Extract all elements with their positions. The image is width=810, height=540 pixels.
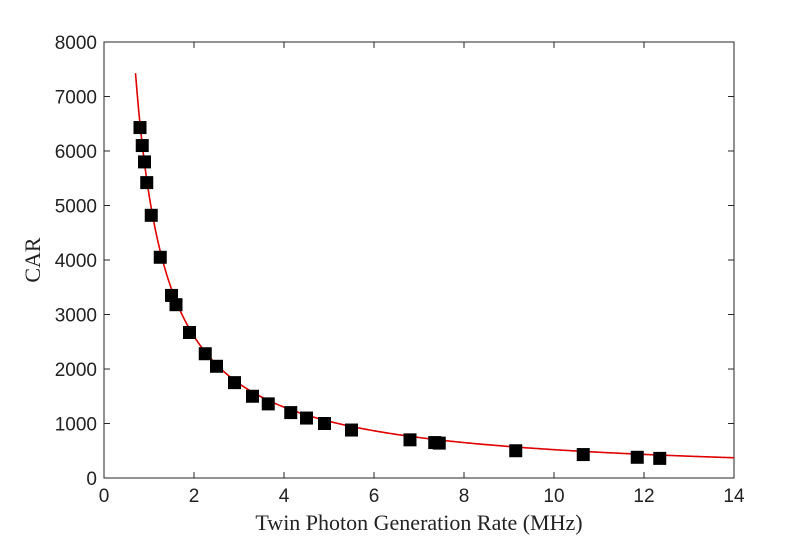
y-tick-label: 8000 (55, 33, 97, 54)
data-point (135, 139, 149, 153)
data-point (140, 176, 154, 190)
fit-curve (134, 73, 735, 459)
data-point (300, 411, 313, 425)
data-point (432, 436, 446, 450)
x-tick-label: 2 (189, 486, 200, 507)
data-point (183, 325, 196, 339)
x-tick-label: 4 (279, 486, 290, 507)
x-tick-label: 0 (99, 486, 110, 507)
data-point (246, 389, 259, 403)
x-tick-label: 6 (369, 486, 380, 507)
data-point (153, 250, 167, 264)
data-point (169, 298, 183, 312)
axes-frame (103, 41, 735, 479)
x-axis-label: Twin Photon Generation Rate (MHz) (255, 510, 582, 535)
y-tick-label: 6000 (55, 142, 97, 163)
data-point (345, 423, 358, 437)
data-point (318, 417, 331, 430)
x-tick-label: 10 (543, 486, 564, 507)
y-tick-label: 0 (86, 469, 97, 490)
y-tick-label: 2000 (55, 360, 97, 381)
fit-layer (134, 73, 735, 459)
data-point (509, 444, 523, 458)
data-point (138, 155, 151, 169)
data-point (284, 406, 298, 420)
x-tick-label: 14 (723, 486, 745, 507)
data-point (403, 433, 417, 447)
data-point (210, 359, 223, 373)
y-tick-label: 7000 (55, 88, 97, 109)
y-axis-label: CAR (20, 237, 45, 283)
x-tick-label: 12 (633, 486, 654, 507)
y-tick-label: 1000 (55, 415, 97, 436)
data-point (576, 448, 590, 462)
plot-box (103, 41, 735, 479)
marker-layer (133, 121, 667, 465)
y-tick-label: 3000 (55, 306, 97, 327)
data-point (133, 121, 147, 135)
data-point (653, 451, 667, 465)
data-point (261, 397, 275, 411)
data-point (630, 450, 644, 464)
data-point (228, 376, 241, 390)
data-point (198, 347, 212, 361)
data-point (144, 208, 158, 222)
y-tick-label: 4000 (55, 251, 97, 272)
y-tick-label: 5000 (55, 197, 97, 218)
x-tick-label: 8 (459, 486, 470, 507)
tick-layer: 0 2 4 6 8 10 12 14 0 1000 2000 3000 4000 5000 6000 7000… (55, 33, 745, 507)
